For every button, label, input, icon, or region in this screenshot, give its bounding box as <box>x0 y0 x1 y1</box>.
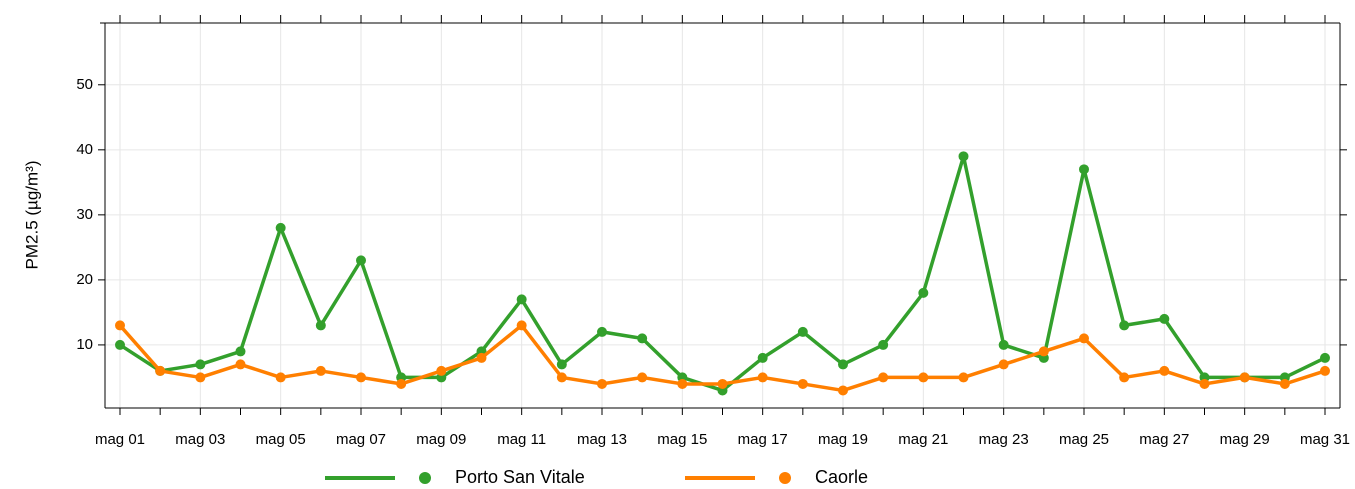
point <box>597 378 607 389</box>
point <box>797 326 808 337</box>
x-tick-label: mag 21 <box>898 431 948 448</box>
point <box>516 320 527 331</box>
point <box>1279 378 1290 389</box>
point <box>1159 313 1170 324</box>
x-tick-label: mag 31 <box>1300 431 1350 448</box>
x-tick-label: mag 19 <box>818 431 868 448</box>
point <box>918 372 929 383</box>
y-tick-label: 10 <box>76 336 93 353</box>
point <box>717 378 728 389</box>
point <box>637 333 648 344</box>
point <box>1119 320 1130 331</box>
legend-label: Caorle <box>815 467 868 487</box>
point <box>556 372 567 383</box>
point <box>275 372 286 383</box>
legend-marker <box>419 472 431 484</box>
point <box>356 255 366 266</box>
x-tick-label: mag 29 <box>1220 431 1270 448</box>
point <box>958 151 969 162</box>
y-tick-label: 40 <box>76 141 93 158</box>
x-tick-label: mag 01 <box>95 431 145 448</box>
point <box>155 365 166 376</box>
legend-label: Porto San Vitale <box>455 467 585 487</box>
series-line <box>119 154 1326 393</box>
point <box>235 346 246 357</box>
x-tick-label: mag 05 <box>256 431 306 448</box>
x-tick-label: mag 23 <box>979 431 1029 448</box>
x-tick-label: mag 09 <box>416 431 466 448</box>
point <box>1079 164 1089 175</box>
point <box>1119 372 1130 383</box>
point <box>436 365 447 376</box>
point <box>998 359 1009 370</box>
x-tick-label: mag 07 <box>336 431 386 448</box>
x-tick-label: mag 15 <box>657 431 707 448</box>
point <box>115 339 125 350</box>
point <box>396 378 407 389</box>
point <box>115 320 125 331</box>
x-tick-label: mag 11 <box>497 431 546 448</box>
point <box>637 372 648 383</box>
point <box>315 320 326 331</box>
x-tick-label: mag 03 <box>175 431 225 448</box>
legend-marker <box>779 472 791 484</box>
point <box>315 365 326 376</box>
point <box>677 378 688 389</box>
point <box>1320 352 1330 363</box>
point <box>878 372 889 383</box>
point <box>1199 378 1210 389</box>
point <box>195 359 206 370</box>
point <box>918 287 929 298</box>
x-tick-label: mag 13 <box>577 431 627 448</box>
point <box>556 359 567 370</box>
point <box>1320 365 1330 376</box>
x-tick-label: mag 17 <box>738 431 788 448</box>
y-tick-label: 30 <box>76 206 93 223</box>
point <box>878 339 889 350</box>
point <box>275 222 286 233</box>
point <box>757 372 768 383</box>
y-tick-label: 20 <box>76 271 93 288</box>
point <box>1239 372 1250 383</box>
y-axis-label: PM2.5 (µg/m³) <box>22 161 41 270</box>
point <box>356 372 366 383</box>
x-tick-label: mag 25 <box>1059 431 1109 448</box>
x-tick-label: mag 27 <box>1139 431 1189 448</box>
point <box>1079 333 1089 344</box>
y-tick-label: 50 <box>76 76 93 93</box>
point <box>797 378 808 389</box>
point <box>1159 365 1170 376</box>
point <box>597 326 607 337</box>
point <box>838 359 848 370</box>
point <box>195 372 206 383</box>
point <box>757 352 768 363</box>
point <box>516 294 527 305</box>
point <box>958 372 969 383</box>
point <box>998 339 1009 350</box>
point <box>476 352 487 363</box>
point <box>235 359 246 370</box>
point <box>838 385 848 396</box>
point <box>1038 346 1049 357</box>
